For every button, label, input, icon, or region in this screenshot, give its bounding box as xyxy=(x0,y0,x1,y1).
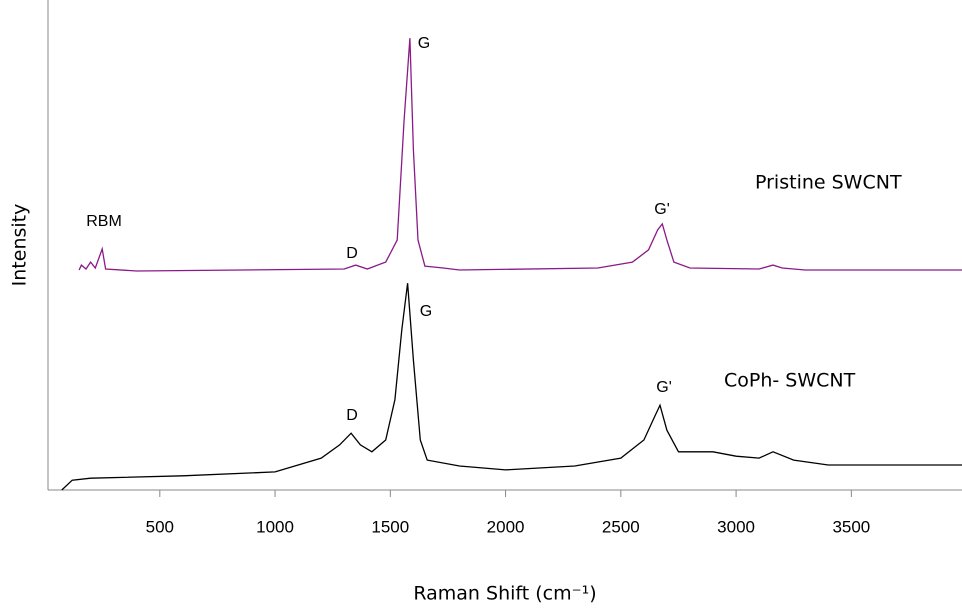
annotation: D xyxy=(346,245,358,262)
x-tick-label: 3500 xyxy=(832,517,870,536)
annotation: RBM xyxy=(86,213,122,230)
annotation: CoPh- SWCNT xyxy=(724,370,856,392)
x-tick-label: 1000 xyxy=(256,517,294,536)
x-tick-label: 3000 xyxy=(717,517,755,536)
annotation: D xyxy=(346,407,358,424)
annotation: G xyxy=(420,303,432,320)
x-axis-label: Raman Shift (cm⁻¹) xyxy=(413,583,596,605)
y-axis-label: Intensity xyxy=(9,204,31,287)
series-line xyxy=(61,283,962,491)
series-line xyxy=(78,38,962,272)
annotation: Pristine SWCNT xyxy=(755,172,902,194)
annotation: G' xyxy=(656,379,672,396)
annotation: G xyxy=(418,35,430,52)
x-tick-label: 2000 xyxy=(487,517,525,536)
x-tick-label: 1500 xyxy=(371,517,409,536)
x-tick-label: 2500 xyxy=(602,517,640,536)
annotation: G' xyxy=(654,201,670,218)
x-tick-label: 500 xyxy=(146,517,174,536)
